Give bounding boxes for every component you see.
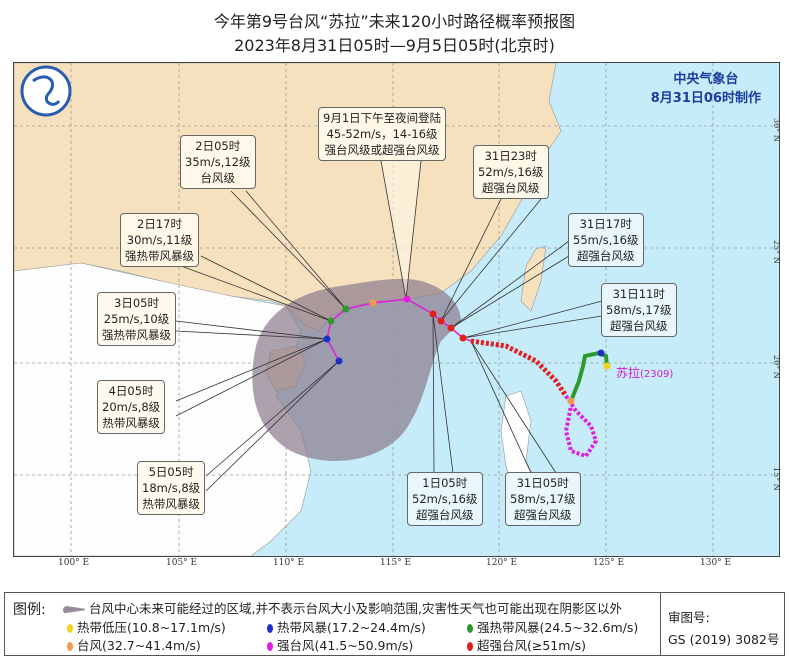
label-wind: 52m/s,16级 <box>478 165 544 179</box>
lat-tick: 25° N <box>772 240 781 264</box>
label-wind: 45-52m/s，14-16级 <box>326 127 438 141</box>
forecast-label: 1日05时 52m/s,16级 超强台风级 <box>407 472 483 526</box>
lon-tick: 130° E <box>700 558 732 568</box>
lon-tick: 125° E <box>593 558 625 568</box>
dot-icon <box>267 642 273 651</box>
forecast-label: 2日17时 30m/s,11级 强热带风暴级 <box>120 213 199 267</box>
forecast-label: 31日11时 58m/s,17级 超强台风级 <box>601 283 677 337</box>
legend-item: 强台风(41.5~50.9m/s) <box>267 635 413 654</box>
label-level: 热带风暴级 <box>102 416 160 430</box>
lon-tick: 110° E <box>273 558 305 568</box>
issuer-made-time: 8月31日06时制作 <box>650 91 761 106</box>
forecast-label: 2日05时 35m/s,12级 台风级 <box>180 135 256 189</box>
label-time: 2日17时 <box>137 217 182 231</box>
label-time: 4日05时 <box>108 384 154 398</box>
forecast-label: 31日17时 55m/s,16级 超强台风级 <box>568 213 644 267</box>
forecast-label: 5日05时 18m/s,8级 热带风暴级 <box>137 461 206 515</box>
map-title: 今年第9号台风“苏拉”未来120小时路径概率预报图 <box>213 12 576 31</box>
lon-tick: 115° E <box>380 558 412 568</box>
dot-icon <box>267 624 273 633</box>
lon-tick: 100° E <box>58 558 90 568</box>
lat-tick: 30° N <box>772 118 781 142</box>
label-time: 5日05时 <box>148 465 194 479</box>
label-level: 台风级 <box>200 171 236 185</box>
label-wind: 20m/s,8级 <box>102 400 161 414</box>
forecast-label: 3日05时 25m/s,10级 强热带风暴级 <box>97 292 176 346</box>
past-track-start <box>569 350 609 402</box>
issuer: 中央气象台 8月31日06时制作 <box>651 70 761 108</box>
approval-number: 审图号: GS (2019) 3082号 <box>659 592 785 656</box>
label-level: 超强台风级 <box>514 508 572 522</box>
label-wind: 58m/s,17级 <box>510 492 576 506</box>
legend-label: 强热带风暴(24.5~32.6m/s) <box>477 620 639 635</box>
label-wind: 55m/s,16级 <box>573 233 639 247</box>
lon-tick: 105° E <box>166 558 198 568</box>
probability-area <box>252 278 461 461</box>
typhoon-code: (2309) <box>640 369 674 380</box>
label-wind: 25m/s,10级 <box>103 312 170 326</box>
lat-tick: 15° N <box>772 467 781 491</box>
label-level: 超强台风级 <box>610 319 668 333</box>
legend-area-text: 台风中心未来可能经过的区域,并不表示台风大小及影响范围,灾害性天气也可能出现在阴… <box>89 601 622 616</box>
legend-item: 超强台风(≥51m/s) <box>467 635 586 654</box>
label-time: 31日17时 <box>579 217 632 231</box>
dot-icon <box>67 624 73 633</box>
label-wind: 52m/s,16级 <box>412 492 478 506</box>
label-wind: 58m/s,17级 <box>606 303 672 317</box>
label-level: 热带风暴级 <box>142 497 200 511</box>
approval-label: 审图号: <box>668 610 710 625</box>
label-time: 31日11时 <box>612 287 665 301</box>
label-level: 超强台风级 <box>482 181 540 195</box>
legend-label: 超强台风(≥51m/s) <box>477 638 587 653</box>
dot-icon <box>467 642 473 651</box>
legend-label: 热带低压(10.8~17.1m/s) <box>77 620 226 635</box>
label-level: 超强台风级 <box>416 508 474 522</box>
label-wind: 35m/s,12级 <box>185 155 251 169</box>
label-level: 强台风级或超强台风级 <box>324 143 440 157</box>
forecast-label-landfall: 9月1日下午至夜间登陆 45-52m/s，14-16级 强台风级或超强台风级 <box>318 107 447 161</box>
forecast-label: 31日05时 58m/s,17级 超强台风级 <box>505 472 581 526</box>
legend-label: 热带风暴(17.2~24.4m/s) <box>277 620 426 635</box>
label-wind: 18m/s,8级 <box>142 481 201 495</box>
label-time: 3日05时 <box>114 296 159 310</box>
typhoon-name: 苏拉 <box>616 366 641 380</box>
label-level: 超强台风级 <box>577 249 635 263</box>
dot-icon <box>467 624 473 633</box>
label-time: 31日23时 <box>484 149 537 163</box>
leader-lines <box>175 160 603 492</box>
label-wind: 30m/s,11级 <box>126 233 193 247</box>
legend-area-item: 台风中心未来可能经过的区域,并不表示台风大小及影响范围,灾害性天气也可能出现在阴… <box>63 598 622 617</box>
legend-label: 台风(32.7~41.4m/s) <box>77 638 201 653</box>
label-time: 2日05时 <box>195 139 241 153</box>
legend-title: 图例: <box>13 602 46 618</box>
track-points <box>323 295 611 405</box>
legend-item: 台风(32.7~41.4m/s) <box>67 635 201 654</box>
lat-tick: 20° N <box>772 355 781 379</box>
issuer-org: 中央气象台 <box>673 72 739 87</box>
dot-icon <box>67 642 73 651</box>
lon-tick: 120° E <box>486 558 518 568</box>
typhoon-name-label: 苏拉(2309) <box>616 364 673 381</box>
legend-item: 热带低压(10.8~17.1m/s) <box>67 617 226 636</box>
map-subtitle: 2023年8月31日05时—9月5日05时(北京时) <box>234 36 555 55</box>
legend-item: 强热带风暴(24.5~32.6m/s) <box>467 617 638 636</box>
legend: 图例: 台风中心未来可能经过的区域,并不表示台风大小及影响范围,灾害性天气也可能… <box>4 592 661 656</box>
label-time: 1日05时 <box>422 476 468 490</box>
probability-cone-icon <box>63 605 85 614</box>
label-level: 强热带风暴级 <box>125 249 194 263</box>
approval-value: GS (2019) 3082号 <box>668 632 780 647</box>
legend-label: 强台风(41.5~50.9m/s) <box>277 638 414 653</box>
past-track-loop <box>563 394 599 459</box>
label-time: 9月1日下午至夜间登陆 <box>323 111 442 125</box>
forecast-label: 31日23时 52m/s,16级 超强台风级 <box>473 145 549 199</box>
label-level: 强热带风暴级 <box>102 328 171 342</box>
label-time: 31日05时 <box>516 476 569 490</box>
legend-item: 热带风暴(17.2~24.4m/s) <box>267 617 426 636</box>
forecast-label: 4日05时 20m/s,8级 热带风暴级 <box>97 380 166 434</box>
cma-logo <box>20 65 72 117</box>
